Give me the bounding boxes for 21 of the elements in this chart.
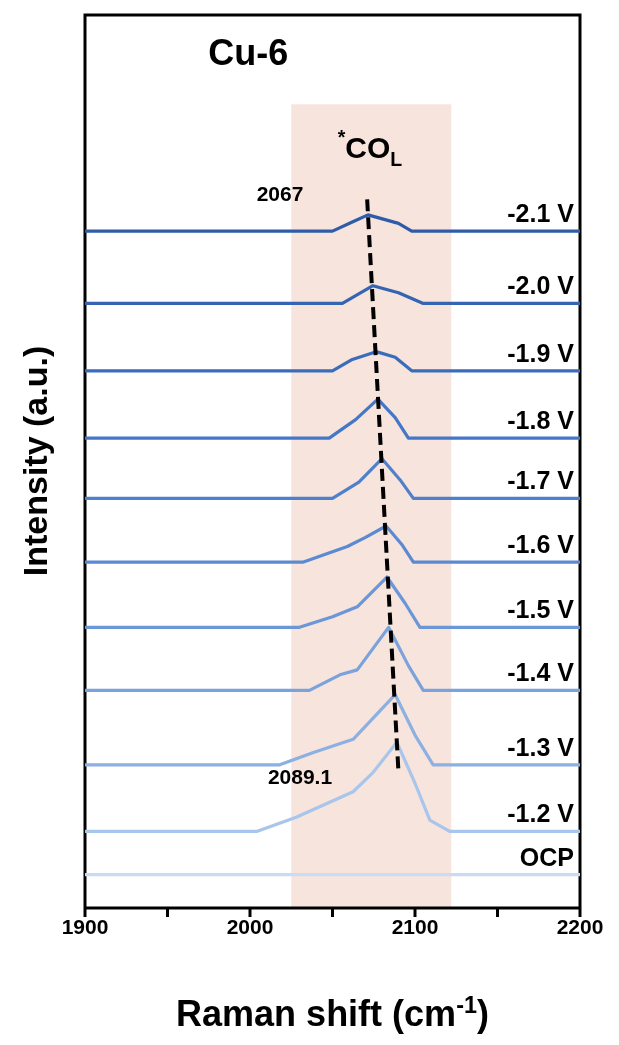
annotation: 2089.1	[267, 764, 333, 788]
chart-title: Cu-6	[208, 32, 289, 73]
x-tick-label: 1900	[61, 914, 109, 938]
x-tick-label: 2200	[556, 914, 604, 938]
x-tick-label: 2000	[226, 914, 274, 938]
series-label: -1.5 V	[507, 595, 575, 624]
series-label: -2.1 V	[507, 199, 575, 228]
series-label: -1.2 V	[507, 799, 575, 828]
series-label: -2.0 V	[507, 271, 575, 300]
series-label: -1.7 V	[507, 466, 575, 495]
x-tick-label: 2100	[391, 914, 439, 938]
series-label: -1.9 V	[507, 338, 575, 367]
series-label: -1.6 V	[507, 530, 575, 559]
x-axis-title: Raman shift (cm$^{-1}$)	[176, 992, 489, 1034]
series-label: -1.8 V	[507, 406, 575, 435]
annotation: 2067	[256, 181, 304, 205]
y-axis-title: Intensity (a.u.)	[15, 345, 54, 577]
text: $^{*}$CO$_{L}$	[337, 126, 403, 171]
series-label: -1.3 V	[507, 732, 575, 761]
series-label: OCP	[519, 842, 574, 871]
series-label: -1.4 V	[507, 658, 575, 687]
